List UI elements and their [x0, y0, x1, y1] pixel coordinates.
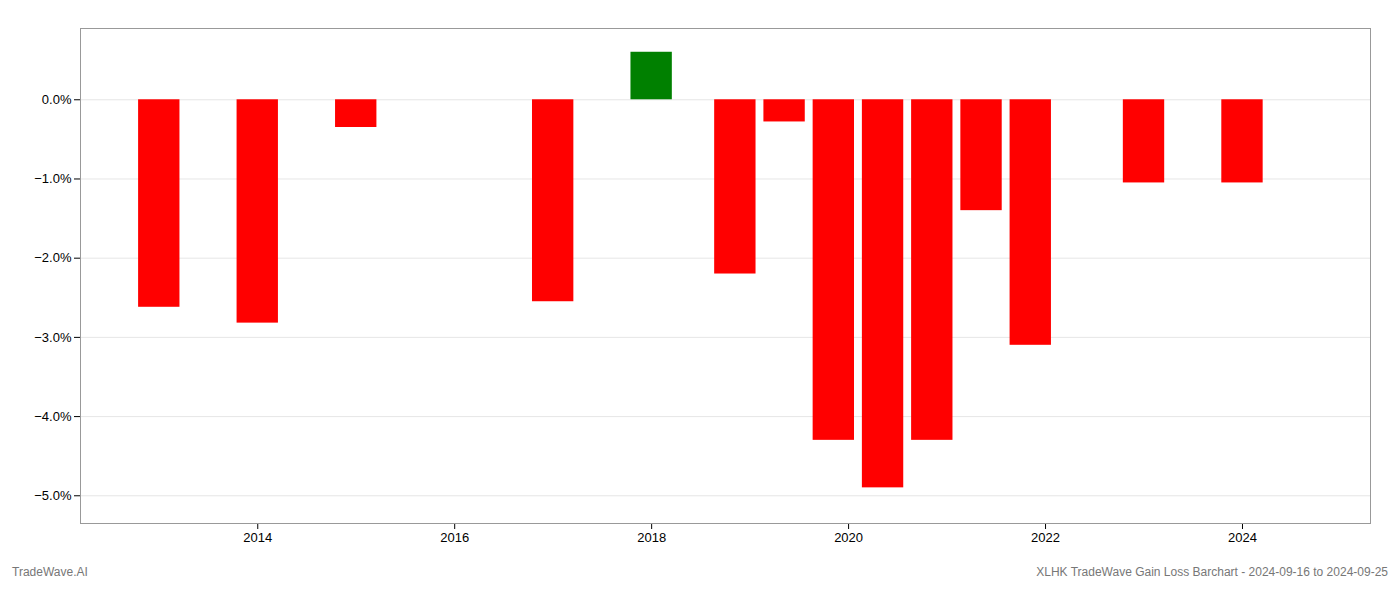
html-text:XLHK TradeWave Gain Loss Barch: XLHK TradeWave Gain Loss Barchart - 2024…	[1036, 565, 1388, 579]
svg-text:2014: 2014	[243, 530, 272, 545]
svg-text:2022: 2022	[1031, 530, 1060, 545]
html-text:TradeWave.AI: TradeWave.AI	[12, 565, 88, 579]
svg-text:2024: 2024	[1228, 530, 1257, 545]
svg-text:2020: 2020	[834, 530, 863, 545]
svg-text:2016: 2016	[440, 530, 469, 545]
svg-text:−1.0%: −1.0%	[34, 171, 72, 186]
svg-text:−2.0%: −2.0%	[34, 250, 72, 265]
svg-text:−4.0%: −4.0%	[34, 409, 72, 424]
svg-text:−3.0%: −3.0%	[34, 330, 72, 345]
svg-text:−5.0%: −5.0%	[34, 488, 72, 503]
svg-text:0.0%: 0.0%	[42, 92, 72, 107]
svg-text:2018: 2018	[637, 530, 666, 545]
